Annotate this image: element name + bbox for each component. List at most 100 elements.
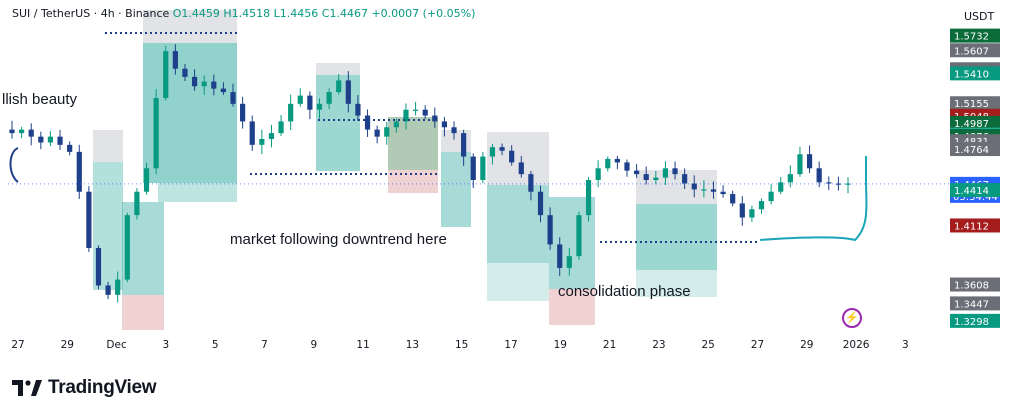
candle — [768, 184, 774, 205]
position-zone — [388, 170, 438, 193]
candle-body — [806, 154, 813, 169]
candle — [393, 118, 399, 133]
candle — [115, 271, 121, 303]
time-tick-label: 23 — [652, 339, 665, 351]
candle — [480, 152, 486, 184]
price-label-text: 1.4112 — [954, 221, 989, 232]
currency-label[interactable]: USDT — [964, 10, 995, 23]
time-tick-label: 15 — [455, 339, 468, 351]
candle-body — [259, 138, 265, 145]
candle-body — [816, 168, 822, 183]
candle-body — [720, 191, 726, 195]
candle-body — [124, 215, 130, 280]
time-axis: 27 29 Dec 3 5 7 9 11 13 15 17 19 21 23 25 27 29 2026 3 — [11, 339, 908, 351]
candle — [518, 155, 524, 178]
candle-body — [672, 168, 678, 175]
candle-body — [509, 150, 515, 163]
candle-body — [47, 136, 54, 143]
candle-body — [384, 127, 390, 137]
time-tick-label: 27 — [751, 339, 764, 351]
candle — [326, 88, 332, 110]
candle — [268, 124, 275, 148]
candle — [451, 121, 457, 140]
candle — [316, 98, 323, 119]
candle — [701, 180, 707, 198]
candle-body — [9, 129, 15, 134]
candle — [95, 245, 102, 290]
candle-body — [518, 162, 524, 175]
price-label-text: 1.3608 — [954, 281, 989, 292]
candle-body — [201, 81, 207, 87]
annotation-downtrend[interactable]: market following downtrend here — [230, 231, 447, 248]
tradingview-brand[interactable]: TradingView — [48, 377, 157, 398]
countdown-text: 03:34:44 — [953, 192, 998, 203]
candle — [749, 205, 755, 222]
candle-body — [605, 158, 611, 169]
footer: TradingView — [12, 377, 157, 399]
candle-body — [470, 156, 476, 180]
candle — [230, 83, 236, 107]
candle-body — [249, 121, 255, 145]
candle — [364, 109, 371, 137]
candle — [720, 185, 726, 198]
candle-body — [163, 51, 169, 98]
position-zone — [487, 263, 549, 301]
position-zone — [122, 295, 164, 330]
price-label: 1.4112 — [950, 218, 1000, 233]
time-tick-label: 27 — [11, 339, 24, 351]
candle-body — [528, 174, 534, 192]
candle — [826, 176, 832, 191]
candle-body — [211, 81, 217, 89]
position-zone — [636, 270, 717, 297]
candle — [38, 131, 44, 150]
candle — [19, 126, 25, 139]
price-label: 1.5732 — [950, 28, 1000, 43]
time-tick-label: 3 — [163, 339, 170, 351]
candle — [499, 143, 505, 156]
candle-body — [115, 279, 121, 295]
candle-body — [172, 51, 178, 69]
position-zone — [549, 289, 595, 325]
candle-body — [432, 115, 438, 122]
candle — [835, 176, 841, 191]
candle-body — [576, 215, 582, 257]
position-zone — [158, 183, 237, 202]
candle-body — [633, 170, 640, 175]
candle — [191, 69, 198, 91]
candle — [624, 159, 630, 177]
position-zone — [487, 132, 549, 185]
candle — [595, 160, 601, 188]
position-zone — [93, 130, 123, 162]
candle — [105, 281, 111, 299]
time-tick-label: 9 — [310, 339, 317, 351]
candle-body — [787, 174, 793, 183]
candle-body — [614, 158, 620, 163]
candle — [134, 188, 140, 220]
candle — [57, 129, 63, 150]
candle — [297, 88, 303, 107]
candle-body — [297, 95, 303, 104]
candle-body — [268, 133, 275, 139]
candle-body — [451, 127, 457, 134]
candle — [288, 94, 294, 131]
annotation-bullish-beauty[interactable]: llish beauty — [2, 91, 78, 108]
candle-body — [345, 80, 351, 104]
candle — [547, 207, 553, 250]
candle-body — [355, 103, 361, 116]
price-label-bg — [950, 115, 1000, 130]
annotation-consolidation[interactable]: consolidation phase — [558, 283, 691, 300]
candle-body — [422, 109, 428, 116]
lightning-icon[interactable]: ⚡ — [842, 308, 862, 328]
candle — [787, 165, 793, 188]
price-label: 1.3608 — [950, 277, 1000, 292]
candle-body — [499, 147, 505, 151]
price-label-bg — [950, 66, 1000, 81]
symbol-label[interactable]: SUI / TetherUS · 4h · Binance — [12, 7, 170, 20]
candle-body — [730, 194, 736, 204]
candle-body — [566, 256, 572, 268]
candle-body — [153, 97, 159, 169]
candle — [384, 122, 390, 145]
price-label-text: 1.5607 — [954, 46, 989, 57]
candle-body — [191, 76, 198, 87]
